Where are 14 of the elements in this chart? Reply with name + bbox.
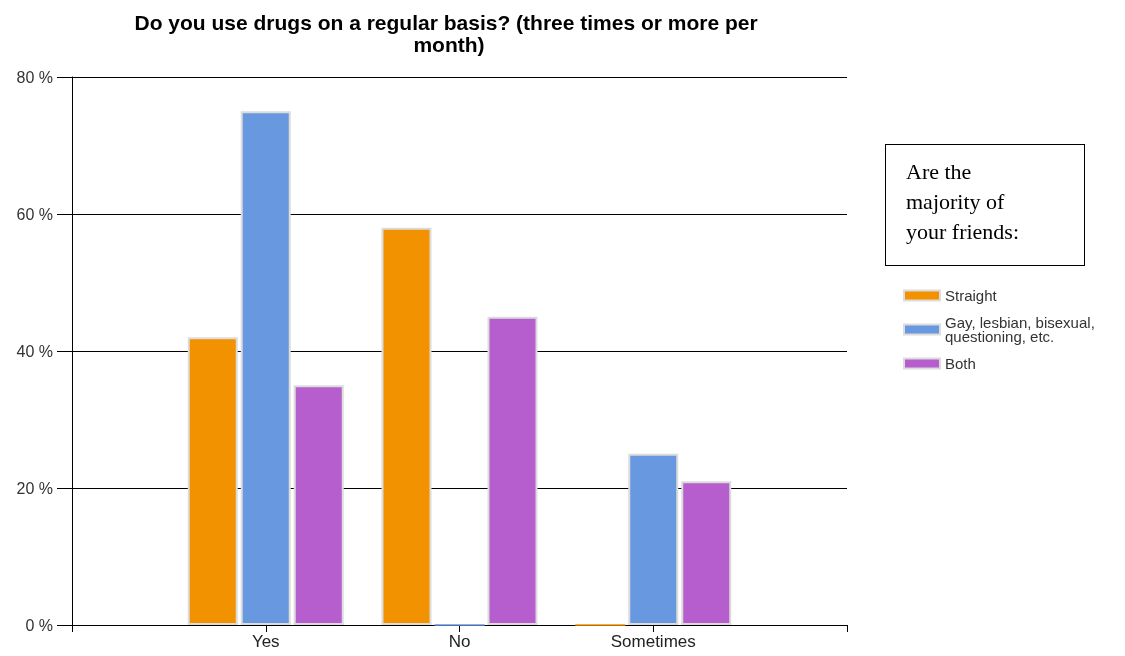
y-tick-label: 40 %	[16, 342, 53, 360]
text-box: Are the majority of your friends:	[885, 144, 1085, 266]
y-tick-label: 0 %	[25, 616, 53, 634]
legend-label: Gay, lesbian, bisexual, questioning, etc.	[945, 314, 1095, 345]
y-tick-label: 60 %	[16, 205, 53, 223]
y-tick-label: 20 %	[16, 479, 53, 497]
legend-label: Both	[945, 355, 976, 372]
x-tick-label: Yes	[251, 632, 280, 651]
chart-title: Do you use drugs on a regular basis? (three times or more per month)	[134, 10, 764, 56]
legend-label: Straight	[945, 287, 998, 304]
legend-title: Are the majority of your friends:	[906, 158, 1021, 246]
x-tick-label: No	[448, 632, 471, 651]
y-tick-label: 80 %	[16, 68, 53, 86]
x-tick-label: Sometimes	[610, 632, 696, 651]
